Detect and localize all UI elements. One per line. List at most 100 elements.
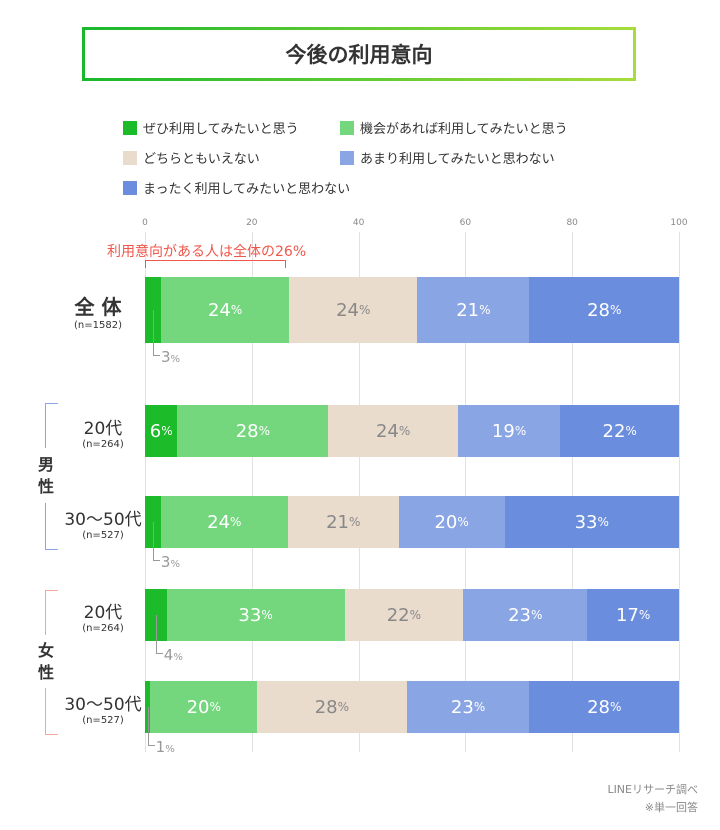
data-label: 19 [491,420,515,442]
data-label: 28 [587,696,610,718]
bar-segment: 28% [529,277,679,343]
bar-segment: 6% [145,405,178,457]
value: 3 [160,553,171,571]
row-label: 全 体 (n=1582) [74,291,122,331]
bar-segment: 33% [504,496,679,548]
legend-swatch [340,150,354,165]
row-n: (n=264) [82,439,124,450]
value: 4 [163,646,174,664]
legend-label: 機会があれば利用してみたいと思う [360,122,568,137]
annotation: 利用意向がある人は全体の26% [107,244,307,260]
group-gap [40,635,60,688]
data-label: 23 [508,604,531,626]
data-label: 22 [602,420,626,442]
bar-segment: 28% [529,681,679,733]
bar-segment: 23% [406,681,530,733]
data-label: 28 [235,420,259,442]
legend-item: あまり利用してみたいと思わない [340,148,555,167]
bar-segment: 24% [161,277,290,343]
row-n: (n=264) [82,623,124,634]
legend-item: 機会があれば利用してみたいと思う [340,118,568,137]
data-label: 28 [314,696,338,718]
row-category: 20代 [83,419,123,439]
data-label: 3% [160,553,180,571]
bar-segment: 28% [177,405,329,457]
data-label: 33 [574,511,598,533]
row-label: 30〜50代 (n=527) [64,690,141,726]
data-label: 3% [161,348,181,366]
row-category: 30〜50代 [64,510,142,530]
data-label: 24 [207,299,231,321]
bar-segment: 24% [328,405,458,457]
legend-item: ぜひ利用してみたいと思う [123,118,299,137]
gridline [358,232,360,752]
row-category: 全 体 [74,295,122,319]
gridline [251,232,253,752]
data-label: 33 [238,604,262,626]
gridline [572,232,574,752]
bar-segment: 17% [587,589,679,641]
bar-segment: 20% [398,496,505,548]
row-n: (n=527) [82,530,124,541]
x-tick-label: 100 [670,218,688,228]
data-label: 21 [456,299,480,321]
bar-segment: 21% [417,277,530,343]
data-label: 28 [587,299,610,321]
legend-label: どちらともいえない [143,152,260,167]
data-label: 21 [326,511,349,533]
bar-segment: 22% [560,405,679,457]
gridline [679,232,680,752]
data-label: 23 [450,696,474,718]
bar-segment: 20% [150,681,258,733]
group-label: 女 性 [38,640,55,682]
legend-swatch [123,150,137,165]
bar-segment: 24% [289,277,418,343]
legend-swatch [340,120,354,135]
data-label: 24 [336,299,359,321]
x-tick-label: 80 [566,218,578,228]
data-label: 20 [434,511,458,533]
data-label: 1% [155,738,175,756]
row-n: (n=1582) [74,320,122,331]
legend-item: どちらともいえない [123,148,260,167]
x-tick-label: 40 [352,218,365,228]
row-label: 20代 (n=264) [82,414,124,450]
legend-item: まったく利用してみたいと思わない [123,178,350,197]
gridline [145,232,146,752]
legend-swatch [123,120,137,135]
source: LINEリサーチ調べ [607,783,698,796]
callout-line [155,615,163,654]
data-label: 6 [149,420,162,442]
row-category: 30〜50代 [64,695,142,715]
bar-segment: 23% [463,589,588,641]
x-tick-label: 0 [142,218,148,228]
legend-swatch [123,180,137,195]
annotation-bracket [145,260,286,268]
row-n: (n=527) [82,715,124,726]
value: 1 [155,738,166,756]
group-gap [40,448,60,503]
note: ※単一回答 [644,801,698,814]
row-category: 20代 [83,603,123,623]
callout-line [153,310,160,356]
legend-label: ぜひ利用してみたいと思う [143,122,299,137]
data-label: 24 [375,420,399,442]
bar-segment: 33% [166,589,345,641]
group-label: 男 性 [38,454,55,496]
x-tick-label: 60 [459,218,472,228]
row-label: 30〜50代 (n=527) [64,505,141,541]
value: 3 [161,348,171,366]
bar-segment: 19% [457,405,561,457]
bar-segment: 28% [257,681,407,733]
callout-line [147,707,155,746]
data-label: 24 [207,511,231,533]
bar-segment: 22% [344,589,464,641]
row-label: 20代 (n=264) [82,598,124,634]
callout-line [152,522,160,561]
legend-label: まったく利用してみたいと思わない [143,182,351,197]
data-label: 4% [163,646,183,664]
bar-segment: 21% [287,496,399,548]
legend-label: あまり利用してみたいと思わない [360,152,555,167]
bar-segment: 24% [160,496,288,548]
data-label: 22 [386,604,410,626]
